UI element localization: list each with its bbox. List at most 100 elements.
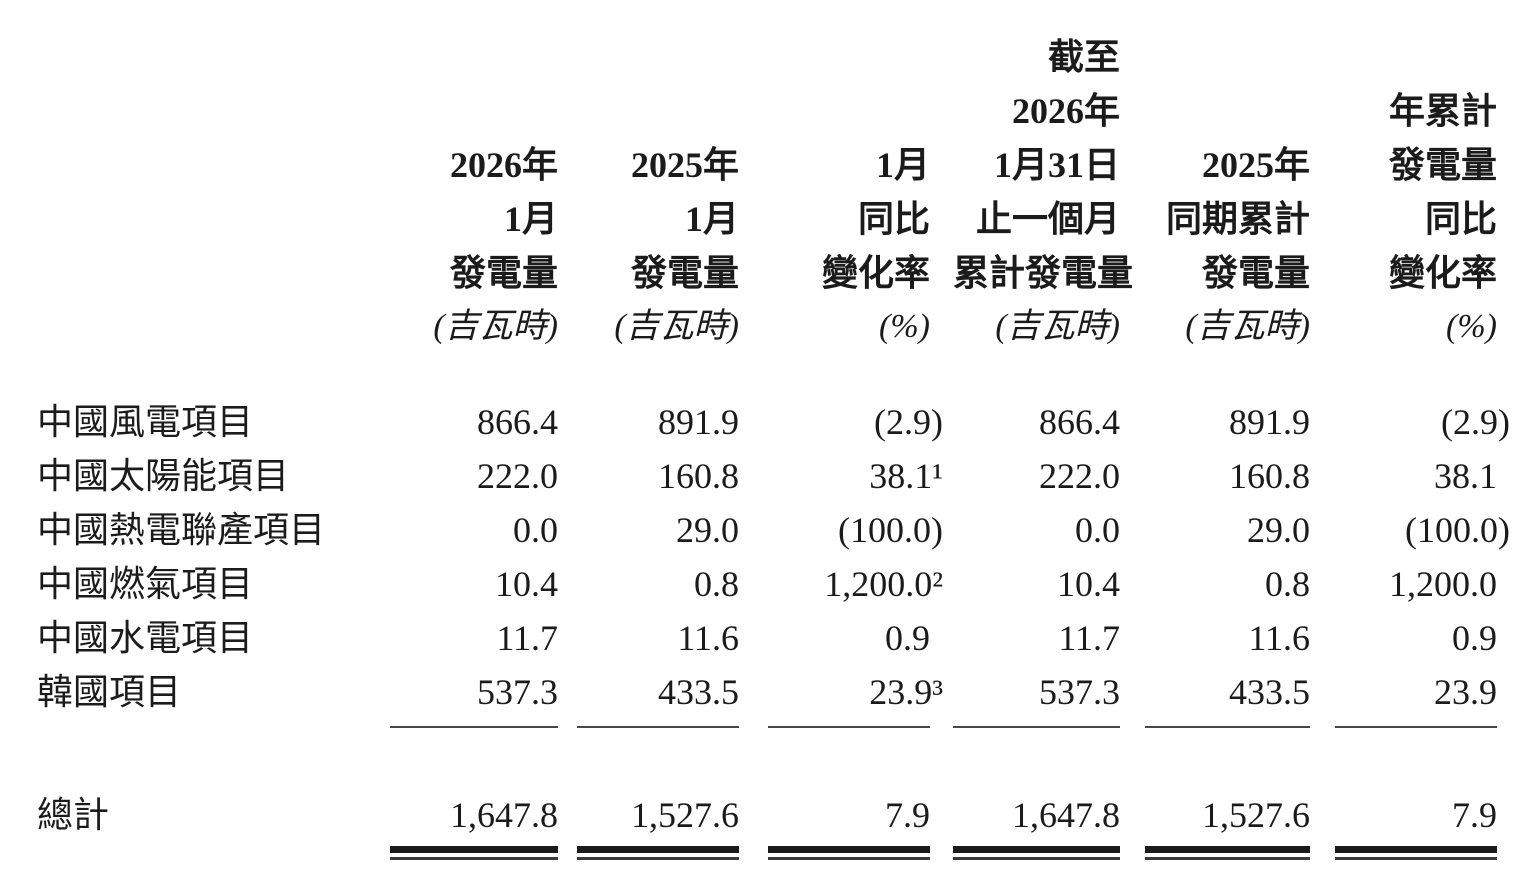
cell: 29.0 — [1247, 510, 1310, 550]
header-line: 變化率 — [821, 253, 930, 293]
column-rule — [390, 726, 558, 728]
cell: 10.4 — [495, 564, 558, 604]
cell: 11.6 — [1248, 618, 1310, 658]
total-cell: 1,527.6 — [631, 795, 739, 835]
cell: 23.9³ — [869, 672, 943, 712]
column-rule — [1145, 726, 1310, 728]
cell: (100.0) — [1405, 510, 1510, 550]
cell: 537.3 — [1039, 672, 1120, 712]
header-line: 累計發電量 — [953, 253, 1134, 293]
header-line: 2025年 — [1201, 145, 1310, 185]
row-label: 中國燃氣項目 — [37, 564, 254, 604]
header-cum-2025-same-period: 2025年 同期累計 發電量 (吉瓦時) — [1120, 30, 1310, 354]
cell: 38.1¹ — [869, 456, 943, 496]
cell: 891.9 — [1229, 402, 1310, 442]
cell: 160.8 — [1229, 456, 1310, 496]
header-line: 發電量 — [1388, 145, 1497, 185]
row-label: 中國太陽能項目 — [37, 456, 290, 496]
row-label: 中國熱電聯產項目 — [37, 510, 326, 550]
header-line: 1月 — [875, 145, 930, 185]
cell: 222.0 — [1039, 456, 1120, 496]
header-gen-2025-jan: 2025年 1月 發電量 (吉瓦時) — [558, 30, 739, 354]
header-line: 2025年 — [630, 145, 739, 185]
power-generation-table: 2026年 1月 發電量 (吉瓦時) 2025年 1月 發電量 (吉瓦時) 1月… — [37, 30, 1510, 860]
cell: 537.3 — [477, 672, 558, 712]
header-line: 止一個月 — [975, 199, 1120, 239]
cell: (2.9) — [1441, 402, 1510, 442]
header-line: 2026年 — [1011, 91, 1120, 131]
header-line: 截至 — [1047, 37, 1120, 77]
header-row: 2026年 1月 發電量 (吉瓦時) 2025年 1月 發電量 (吉瓦時) 1月… — [37, 30, 1497, 354]
cell: (2.9) — [874, 402, 943, 442]
cell: (100.0) — [838, 510, 943, 550]
cell: 433.5 — [1229, 672, 1310, 712]
row-label: 中國風電項目 — [37, 402, 254, 442]
total-row: 總計 1,647.8 1,527.6 7.9 1,647.8 1,527.6 7… — [37, 788, 1497, 842]
cell: 0.9 — [1452, 618, 1497, 658]
column-rule — [1335, 726, 1497, 728]
header-ytd-yoy-change: 年累計 發電量 同比 變化率 (%) — [1310, 30, 1497, 354]
total-double-rule — [390, 846, 558, 860]
header-gen-2026-jan: 2026年 1月 發電量 (吉瓦時) — [390, 30, 558, 354]
cell: 0.8 — [694, 564, 739, 604]
cell: 0.9 — [885, 618, 930, 658]
header-cum-to-2026-01-31: 截至 2026年 1月31日 止一個月 累計發電量 (吉瓦時) — [930, 30, 1134, 354]
total-cell: 1,647.8 — [450, 795, 558, 835]
column-rule — [768, 726, 930, 728]
cell: 38.1 — [1434, 456, 1497, 496]
table-header: 2026年 1月 發電量 (吉瓦時) 2025年 1月 發電量 (吉瓦時) 1月… — [37, 30, 1497, 395]
cell: 891.9 — [658, 402, 739, 442]
header-line: 同期累計 — [1165, 199, 1310, 239]
cell: 433.5 — [658, 672, 739, 712]
header-unit: (%) — [1446, 308, 1497, 345]
cell: 29.0 — [676, 510, 739, 550]
cell: 0.8 — [1265, 564, 1310, 604]
table-row-china-wind: 中國風電項目 866.4 891.9 (2.9) 866.4 891.9 (2.… — [37, 395, 1510, 449]
header-line: 1月31日 — [993, 145, 1120, 185]
cell: 10.4 — [1057, 564, 1120, 604]
total-cell: 7.9 — [1452, 795, 1497, 835]
table-body: 中國風電項目 866.4 891.9 (2.9) 866.4 891.9 (2.… — [37, 395, 1510, 860]
cell: 11.7 — [1058, 618, 1120, 658]
header-line: 1月 — [684, 199, 739, 239]
total-cell: 1,527.6 — [1202, 795, 1310, 835]
column-rule — [953, 726, 1120, 728]
cell: 1,200.0² — [824, 564, 943, 604]
total-cell: 7.9 — [885, 795, 930, 835]
total-label: 總計 — [37, 795, 110, 835]
header-line: 同比 — [1424, 199, 1497, 239]
column-rule — [577, 726, 739, 728]
total-double-rule — [1335, 846, 1497, 860]
table-row-china-solar: 中國太陽能項目 222.0 160.8 38.1¹ 222.0 160.8 38… — [37, 449, 1497, 503]
total-double-rule — [1145, 846, 1310, 860]
cell: 160.8 — [658, 456, 739, 496]
cell: 222.0 — [477, 456, 558, 496]
header-line: 發電量 — [630, 253, 739, 293]
header-line: 變化率 — [1388, 253, 1497, 293]
table-row-china-chp: 中國熱電聯產項目 0.0 29.0 (100.0) 0.0 29.0 (100.… — [37, 503, 1510, 557]
row-label: 韓國項目 — [37, 672, 182, 712]
header-jan-yoy-change: 1月 同比 變化率 (%) — [739, 30, 930, 354]
header-line: 發電量 — [1201, 253, 1310, 293]
table-row-china-gas: 中國燃氣項目 10.4 0.8 1,200.0² 10.4 0.8 1,200.… — [37, 557, 1497, 611]
total-cell: 1,647.8 — [1012, 795, 1120, 835]
total-double-rule — [953, 846, 1120, 860]
header-body-gap — [37, 354, 1497, 395]
header-line: 同比 — [857, 199, 930, 239]
table-row-korea: 韓國項目 537.3 433.5 23.9³ 537.3 433.5 23.9 — [37, 665, 1497, 719]
cell: 1,200.0 — [1389, 564, 1497, 604]
table-row-china-hydro: 中國水電項目 11.7 11.6 0.9 11.7 11.6 0.9 — [37, 611, 1497, 665]
header-unit: (吉瓦時) — [995, 308, 1120, 345]
header-unit: (吉瓦時) — [614, 308, 739, 345]
header-unit: (%) — [879, 308, 930, 345]
header-line: 年累計 — [1388, 91, 1497, 131]
total-double-rule-row — [37, 842, 1497, 860]
row-label: 中國水電項目 — [37, 618, 254, 658]
cell: 0.0 — [1075, 510, 1120, 550]
cell: 866.4 — [1039, 402, 1120, 442]
subtotal-rule-row — [37, 719, 1497, 733]
header-project-label — [37, 30, 390, 354]
cell: 866.4 — [477, 402, 558, 442]
cell: 23.9 — [1434, 672, 1497, 712]
cell: 11.6 — [677, 618, 739, 658]
